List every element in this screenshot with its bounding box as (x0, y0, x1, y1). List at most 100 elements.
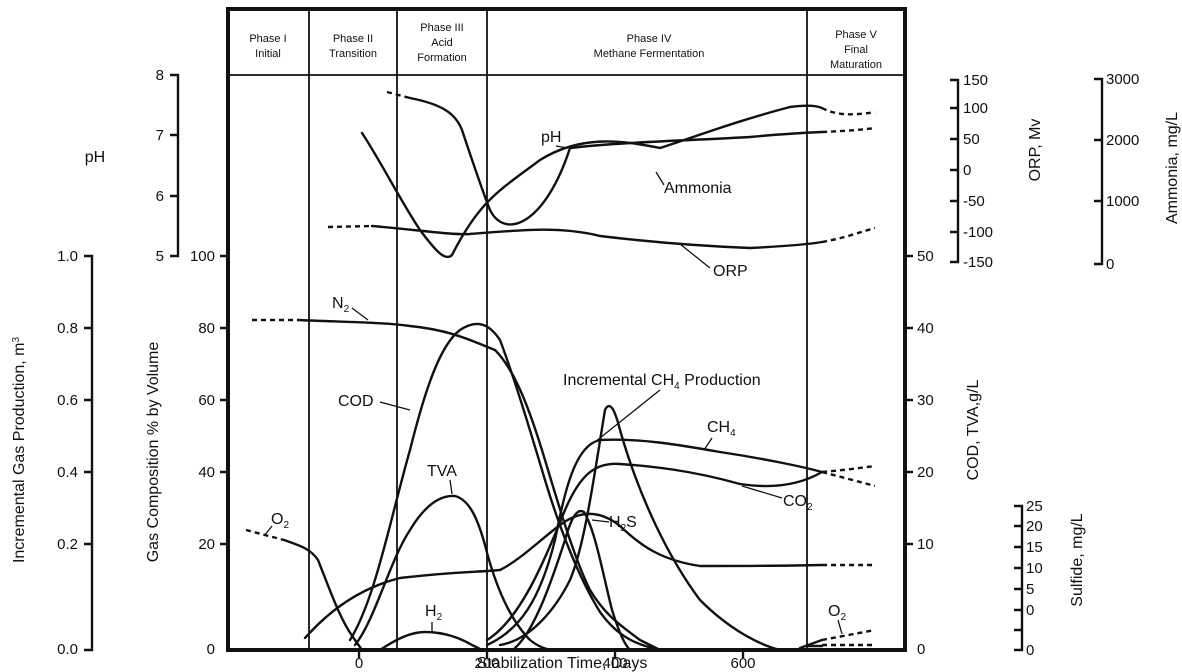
sulfide-axis: 25 20 15 10 5 0 0 Sulfide, mg/L (1014, 498, 1086, 659)
cod-label: COD (338, 393, 374, 410)
svg-text:1.0: 1.0 (57, 248, 78, 265)
svg-text:1000: 1000 (1106, 193, 1139, 210)
svg-text:600: 600 (730, 655, 755, 672)
svg-text:0.6: 0.6 (57, 392, 78, 409)
co2-curve (485, 462, 876, 642)
svg-text:Phase III: Phase III (420, 22, 463, 34)
phase-5-label: Phase V Final Maturation (830, 29, 882, 71)
svg-text:Acid: Acid (431, 37, 452, 49)
svg-text:-50: -50 (963, 193, 985, 210)
o2-late-curve (798, 628, 876, 650)
svg-text:100: 100 (963, 100, 988, 117)
svg-text:Maturation: Maturation (830, 59, 882, 71)
h2s-curve (513, 509, 632, 652)
ph-axis-title: pH (85, 149, 105, 166)
ammonia-label: Ammonia (664, 180, 732, 197)
cod-tva-axis: 50 40 30 20 10 0 COD, TVA,g/L (905, 248, 982, 658)
svg-text:Phase II: Phase II (333, 33, 373, 45)
h2-curve (378, 630, 484, 652)
h2-label: H2 (425, 603, 443, 623)
svg-text:Phase I: Phase I (249, 33, 286, 45)
svg-text:150: 150 (963, 72, 988, 89)
orp-axis-title: ORP, Mv (1027, 119, 1044, 182)
svg-text:Phase IV: Phase IV (627, 33, 672, 45)
svg-text:20: 20 (198, 536, 215, 553)
svg-text:Final: Final (844, 44, 868, 56)
svg-text:60: 60 (198, 392, 215, 409)
ammonia-curve (360, 104, 876, 259)
tva-label: TVA (427, 463, 457, 480)
svg-text:15: 15 (1026, 539, 1043, 556)
phase-2-label: Phase II Transition (329, 33, 377, 60)
svg-text:8: 8 (156, 67, 164, 84)
plot-frame (226, 7, 907, 652)
h2s-label: H2S (609, 514, 637, 534)
svg-text:Initial: Initial (255, 48, 281, 60)
svg-text:40: 40 (917, 320, 934, 337)
tva-curve (353, 494, 557, 652)
svg-text:200: 200 (474, 655, 499, 672)
svg-text:0.4: 0.4 (57, 464, 78, 481)
svg-text:10: 10 (917, 536, 934, 553)
svg-text:400: 400 (602, 655, 627, 672)
time-axis: 0 200 400 600 (355, 650, 756, 672)
svg-text:20: 20 (917, 464, 934, 481)
ch4-production-label: Incremental CH4 Production (563, 372, 761, 392)
sulfide-axis-title: Sulfide, mg/L (1069, 513, 1086, 606)
gas-production-axis-title: Incremental Gas Production, m3 (11, 337, 29, 564)
svg-text:5: 5 (1026, 581, 1034, 598)
svg-text:100: 100 (190, 248, 215, 265)
n2-curve (252, 318, 662, 652)
svg-text:-150: -150 (963, 254, 993, 271)
svg-text:0: 0 (1106, 256, 1114, 273)
gas-composition-axis: 100 80 60 40 20 0 Gas Composition % by V… (145, 248, 228, 658)
svg-text:Formation: Formation (417, 52, 467, 64)
baseline-curve (303, 512, 875, 640)
time-axis-title-visible: Stabilization Time, Days (477, 655, 648, 672)
ph-axis: 8 7 6 5 pH (85, 67, 180, 265)
svg-text:40: 40 (198, 464, 215, 481)
svg-text:6: 6 (156, 188, 164, 205)
svg-text:Phase V: Phase V (835, 29, 877, 41)
o2-label: O2 (271, 511, 289, 531)
svg-text:0.2: 0.2 (57, 536, 78, 553)
svg-text:0: 0 (1026, 642, 1034, 659)
cod-curve (348, 322, 662, 652)
svg-text:25: 25 (1026, 498, 1043, 515)
svg-text:2000: 2000 (1106, 132, 1139, 149)
n2-label: N2 (332, 295, 350, 315)
svg-text:7: 7 (156, 127, 164, 144)
phase-4-label: Phase IV Methane Fermentation (594, 33, 705, 60)
cod-tva-axis-title: COD, TVA,g/L (965, 380, 982, 481)
phase-3-label: Phase III Acid Formation (417, 22, 467, 64)
svg-text:0: 0 (963, 162, 971, 179)
svg-text:3000: 3000 (1106, 71, 1139, 88)
svg-text:Methane Fermentation: Methane Fermentation (594, 48, 705, 60)
phase-1-label: Phase I Initial (249, 33, 286, 60)
svg-text:0: 0 (1026, 602, 1034, 619)
orp-curve (327, 224, 876, 250)
gas-production-axis: 1.0 0.8 0.6 0.4 0.2 0.0 Incremental Gas … (11, 248, 94, 658)
svg-text:Transition: Transition (329, 48, 377, 60)
ch4-production-curve (498, 404, 782, 652)
svg-text:0: 0 (207, 641, 215, 658)
svg-text:10: 10 (1026, 560, 1043, 577)
svg-text:0: 0 (917, 641, 925, 658)
svg-text:-100: -100 (963, 224, 993, 241)
ammonia-axis: 3000 2000 1000 0 Ammonia, mg/L (1094, 71, 1181, 273)
ph-curve (386, 90, 876, 226)
svg-text:5: 5 (156, 248, 164, 265)
ammonia-axis-title: Ammonia, mg/L (1164, 112, 1181, 224)
svg-text:0.0: 0.0 (57, 641, 78, 658)
svg-text:80: 80 (198, 320, 215, 337)
orp-label: ORP (713, 263, 748, 280)
svg-text:50: 50 (917, 248, 934, 265)
ch4-label: CH4 (707, 419, 736, 439)
svg-text:0: 0 (355, 655, 363, 672)
co2-label: CO2 (783, 493, 813, 513)
orp-axis: 150 100 50 0 -50 -100 -150 ORP, Mv (950, 72, 1044, 271)
o2-curve (245, 528, 364, 652)
svg-text:50: 50 (963, 131, 980, 148)
svg-text:20: 20 (1026, 518, 1043, 535)
